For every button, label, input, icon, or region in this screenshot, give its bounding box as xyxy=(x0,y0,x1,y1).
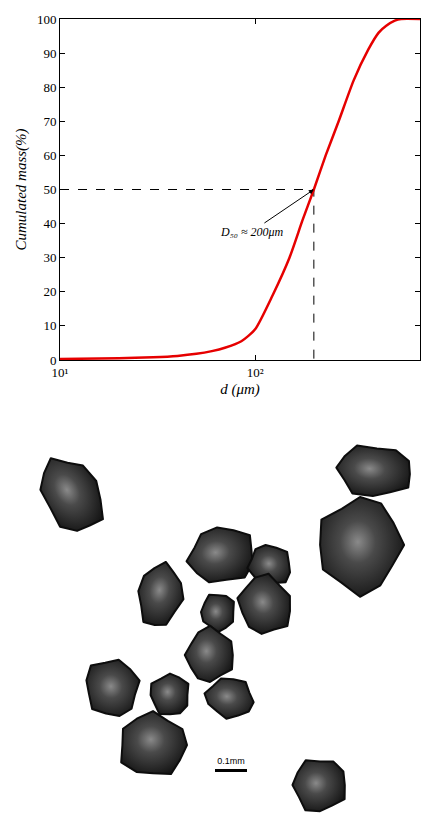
svg-text:10¹: 10¹ xyxy=(52,365,69,380)
svg-text:D₅₀ ≈ 200μm: D₅₀ ≈ 200μm xyxy=(220,225,284,239)
svg-text:30: 30 xyxy=(43,250,56,265)
svg-text:0: 0 xyxy=(50,353,57,368)
svg-text:90: 90 xyxy=(43,46,56,61)
svg-text:40: 40 xyxy=(43,216,56,231)
svg-text:60: 60 xyxy=(43,148,56,163)
svg-text:50: 50 xyxy=(43,182,56,197)
svg-text:70: 70 xyxy=(43,114,56,129)
svg-text:Cumulated mass(%): Cumulated mass(%) xyxy=(13,128,30,250)
svg-text:10²: 10² xyxy=(247,365,264,380)
svg-text:0.1mm: 0.1mm xyxy=(217,756,245,766)
svg-text:10: 10 xyxy=(43,318,56,333)
svg-text:20: 20 xyxy=(43,284,56,299)
svg-text:100: 100 xyxy=(37,12,57,27)
svg-text:80: 80 xyxy=(43,80,56,95)
svg-text:d (μm): d (μm) xyxy=(220,381,260,398)
